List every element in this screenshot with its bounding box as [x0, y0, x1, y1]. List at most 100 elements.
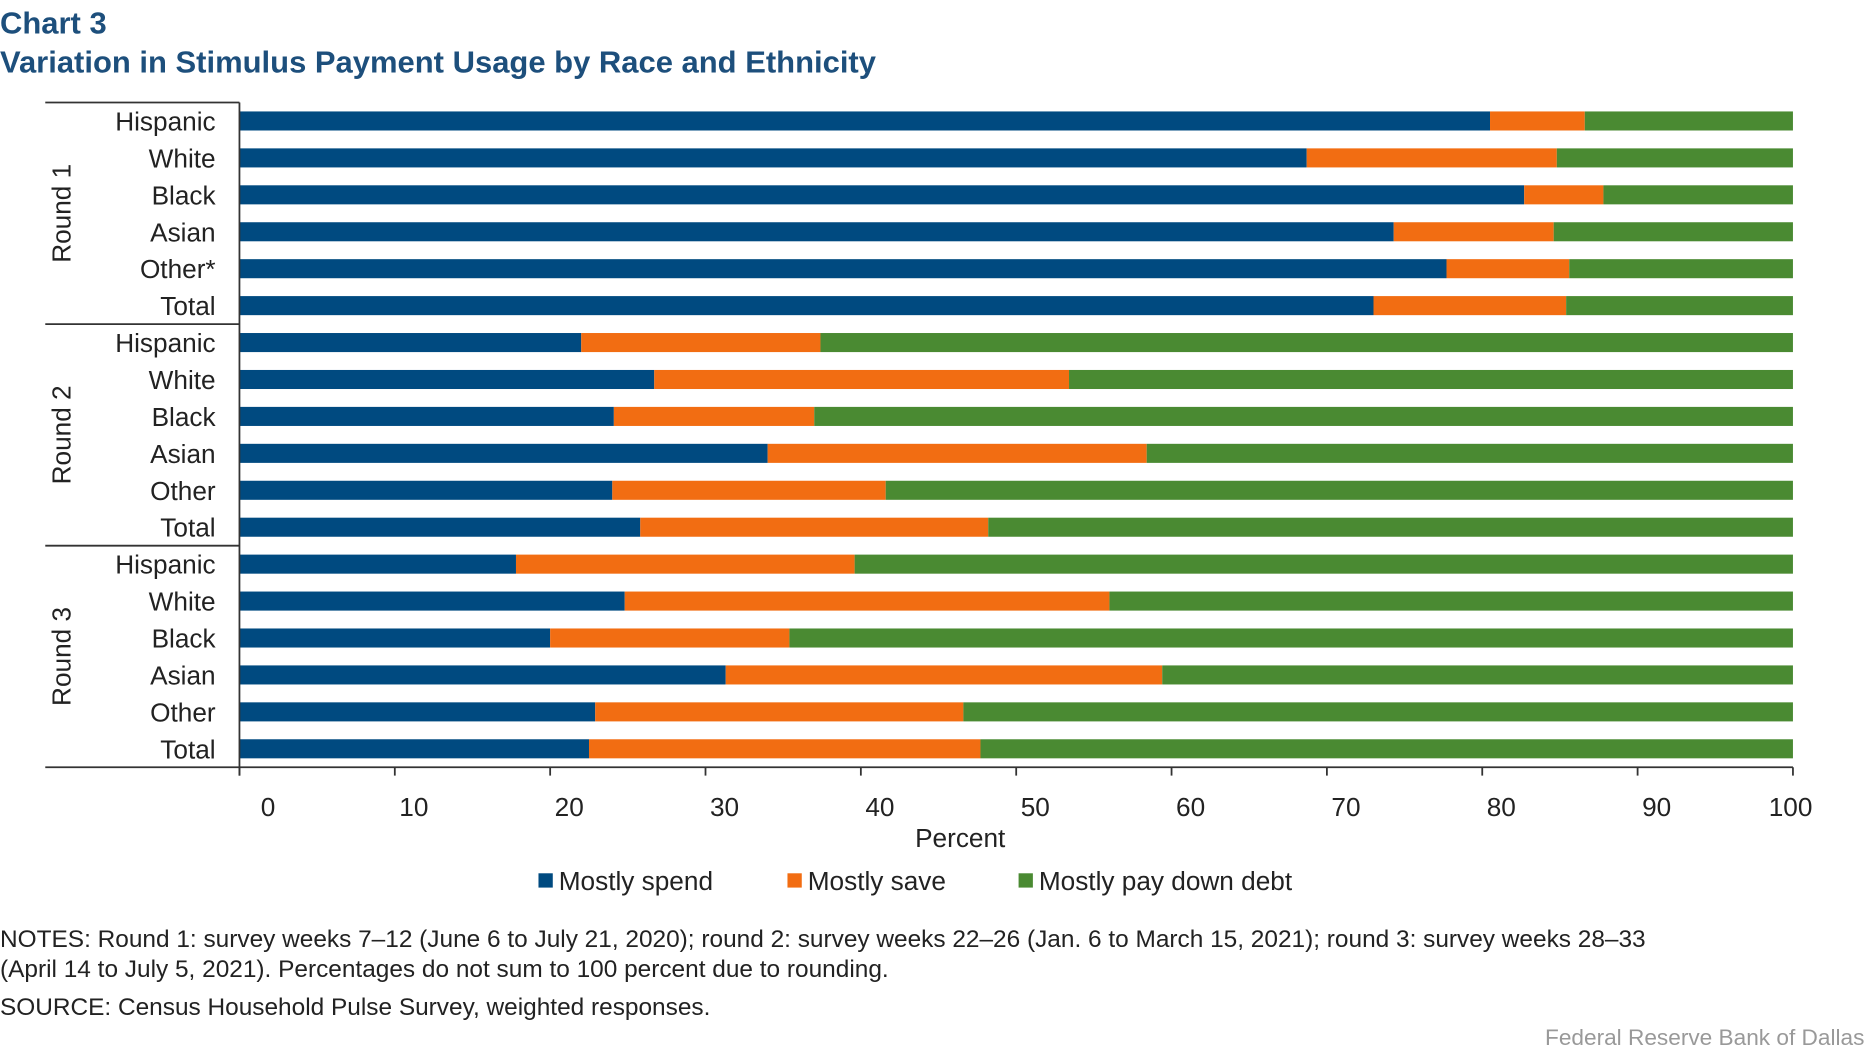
x-axis-label: Percent — [915, 823, 1006, 853]
bar-segment-mostly-save — [654, 369, 1070, 390]
x-tick-label: 40 — [865, 792, 894, 822]
bar-segment-mostly-pay-down-debt — [820, 333, 1793, 353]
bar-segment-mostly-save — [1524, 185, 1604, 205]
category-label: Asian — [150, 439, 216, 469]
bar-segment-mostly-pay-down-debt — [854, 554, 1793, 574]
bar-segment-mostly-pay-down-debt — [1556, 148, 1793, 168]
legend-swatch — [1018, 873, 1033, 888]
bar-segment-mostly-save — [612, 480, 886, 500]
group-label: Round 3 — [46, 607, 76, 706]
legend-label: Mostly pay down debt — [1039, 866, 1293, 896]
category-label: Black — [152, 624, 217, 654]
bar-segment-mostly-spend — [239, 148, 1307, 168]
bar-segment-mostly-pay-down-debt — [1162, 665, 1793, 685]
group-label: Round 1 — [46, 164, 76, 263]
bar-segment-mostly-pay-down-debt — [1069, 369, 1793, 390]
bar-segment-mostly-spend — [239, 628, 551, 648]
bar-segment-mostly-pay-down-debt — [963, 702, 1793, 722]
bar-segment-mostly-save — [595, 702, 964, 722]
bar-segment-mostly-pay-down-debt — [1584, 111, 1793, 131]
plot-area: Round 1 Hispanic White Black Asian Other* Tota… — [45, 101, 1813, 822]
bar-segment-mostly-save — [1446, 259, 1570, 279]
bar-segment-mostly-pay-down-debt — [1603, 185, 1793, 205]
bar-segment-mostly-save — [1306, 148, 1557, 168]
x-tick-label: 90 — [1642, 792, 1671, 822]
bar-segment-mostly-spend — [239, 443, 768, 463]
bar-segment-mostly-save — [581, 333, 821, 353]
bar-segment-mostly-spend — [239, 185, 1525, 205]
bar-segment-mostly-spend — [239, 111, 1491, 131]
category-label: Hispanic — [115, 550, 215, 580]
bar-segment-mostly-spend — [239, 369, 655, 390]
bar-segment-mostly-save — [1393, 222, 1554, 242]
bar-segment-mostly-spend — [239, 517, 641, 537]
x-tick-label: 100 — [1769, 792, 1813, 822]
bar-segment-mostly-spend — [239, 702, 596, 722]
x-tick-label: 30 — [710, 792, 739, 822]
bar-segment-mostly-save — [613, 406, 815, 426]
x-tick-label: 20 — [555, 792, 584, 822]
category-label: Total — [160, 513, 215, 543]
x-tick-label: 80 — [1487, 792, 1516, 822]
bar-segment-mostly-pay-down-debt — [885, 480, 1793, 500]
x-tick-label: 70 — [1331, 792, 1360, 822]
chart-subtitle: Variation in Stimulus Payment Usage by R… — [0, 45, 877, 80]
notes-line-1: NOTES: Round 1: survey weeks 7–12 (June … — [0, 926, 1646, 953]
notes-line-2: (April 14 to July 5, 2021). Percentages … — [0, 956, 889, 983]
category-label: Other — [150, 697, 216, 727]
bar-segment-mostly-pay-down-debt — [1553, 222, 1793, 242]
bar-segment-mostly-spend — [239, 591, 625, 611]
category-label: White — [149, 143, 216, 173]
bar-segment-mostly-save — [1373, 296, 1567, 316]
category-label: Black — [152, 402, 217, 432]
bar-segment-mostly-pay-down-debt — [814, 406, 1793, 426]
legend-label: Mostly save — [808, 866, 946, 896]
legend-label: Mostly spend — [559, 866, 713, 896]
bar-segment-mostly-pay-down-debt — [980, 739, 1793, 759]
bar-segment-mostly-pay-down-debt — [1569, 259, 1793, 279]
bar-segment-mostly-pay-down-debt — [1146, 443, 1793, 463]
source-note: SOURCE: Census Household Pulse Survey, w… — [0, 994, 710, 1021]
bar-segment-mostly-spend — [239, 480, 613, 500]
legend: Mostly spend Mostly save Mostly pay down d… — [538, 866, 1293, 896]
category-label: Black — [152, 180, 217, 210]
category-label: White — [149, 365, 216, 395]
x-tick-label: 60 — [1176, 792, 1205, 822]
bar-segment-mostly-save — [1490, 111, 1585, 131]
bar-segment-mostly-save — [767, 443, 1147, 463]
category-label: Asian — [150, 660, 216, 690]
bar-segment-mostly-save — [588, 739, 981, 759]
bar-segment-mostly-save — [725, 665, 1163, 685]
bar-segment-mostly-spend — [239, 333, 582, 353]
category-label: Total — [160, 291, 215, 321]
bar-segment-mostly-pay-down-debt — [988, 517, 1793, 537]
category-label: Asian — [150, 217, 216, 247]
category-label: Hispanic — [115, 107, 215, 137]
x-tick-label: 0 — [261, 792, 276, 822]
bar-segment-mostly-spend — [239, 554, 516, 574]
bar-segment-mostly-save — [550, 628, 790, 648]
bar-segment-mostly-pay-down-debt — [789, 628, 1793, 648]
bar-segment-mostly-spend — [239, 222, 1394, 242]
legend-swatch — [538, 873, 553, 888]
bar-segment-mostly-spend — [239, 406, 614, 426]
category-label: Other — [150, 476, 216, 506]
credit: Federal Reserve Bank of Dallas — [1545, 1025, 1864, 1050]
bar-segment-mostly-spend — [239, 259, 1447, 279]
legend-swatch — [787, 873, 802, 888]
bar-segment-mostly-pay-down-debt — [1566, 296, 1793, 316]
bar-segment-mostly-spend — [239, 665, 726, 685]
x-tick-label: 10 — [399, 792, 428, 822]
category-label: Total — [160, 734, 215, 764]
bar-segment-mostly-save — [640, 517, 989, 537]
bar-segment-mostly-spend — [239, 739, 589, 759]
chart-title: Chart 3 — [0, 5, 107, 40]
category-label: Other* — [140, 254, 216, 284]
bar-segment-mostly-save — [515, 554, 855, 574]
category-label: Hispanic — [115, 328, 215, 358]
bar-segment-mostly-save — [624, 591, 1110, 611]
category-label: White — [149, 587, 216, 617]
bar-segment-mostly-pay-down-debt — [1109, 591, 1793, 611]
x-tick-label: 50 — [1021, 792, 1050, 822]
